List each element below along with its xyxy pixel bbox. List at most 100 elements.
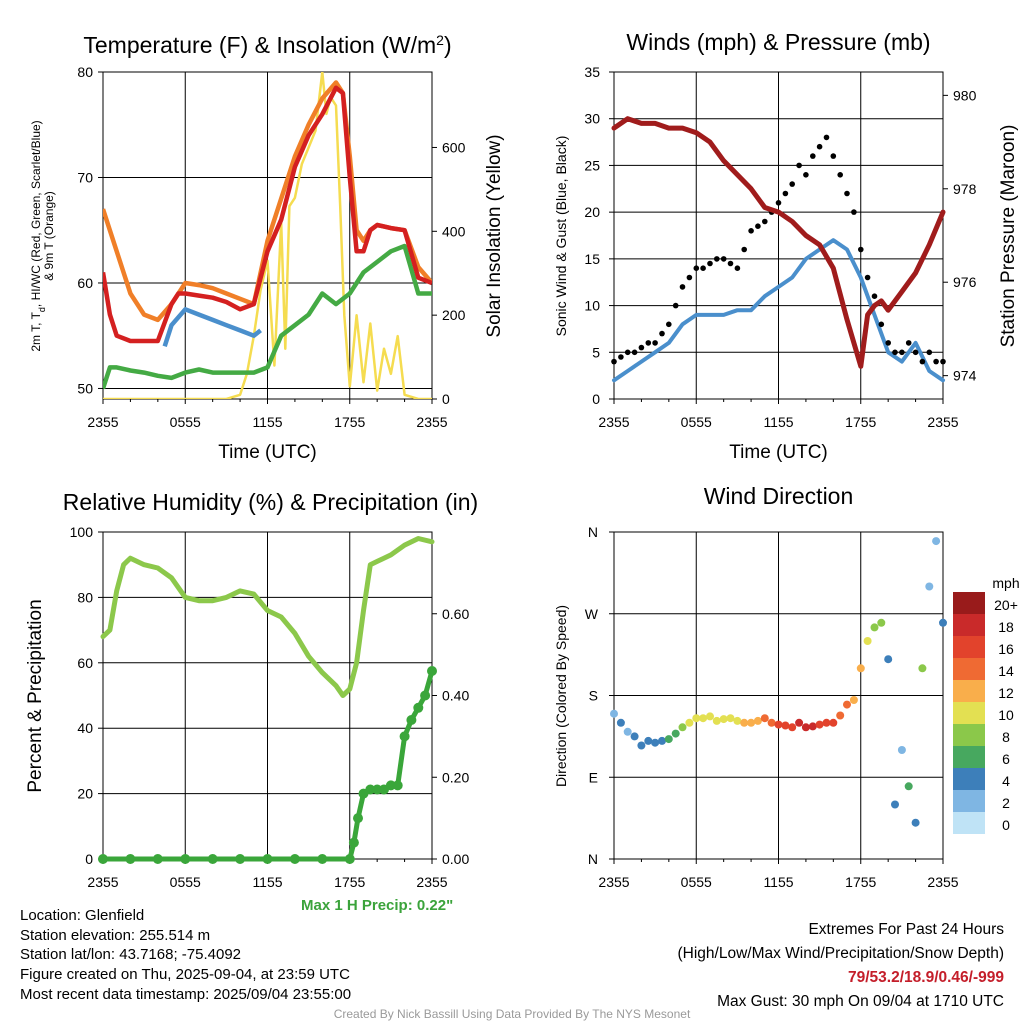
humidity-precip-point [413,702,424,713]
temperature-ylabel: 2m T, Td, HI/WC (Red, Green, Scarlet/Blu… [29,120,56,351]
direction-xtick-label: 1755 [845,874,876,890]
direction-point [767,718,776,727]
wind-gust-point [940,358,946,365]
temperature-series-t-scarlet/blue [162,307,262,347]
wind-gust-point [803,172,809,178]
direction-point [692,714,701,723]
wind-ylabel: Sonic Wind & Gust (Blue, Black) [553,136,569,337]
wind-gust-point [864,274,871,281]
wind-gust-point [686,274,693,281]
direction-points [610,537,947,827]
humidity-precip-point [353,813,363,824]
wind-gust-point [734,265,741,272]
wind-gust-point [727,260,734,267]
wind-gust-point [631,349,638,356]
humidity-ytick-label: 0 [85,851,93,867]
direction-colorbar-label: 4 [1002,773,1010,789]
humidity-series-rh [100,536,435,698]
wind-gust-point [789,181,795,187]
wind-gust-point [816,143,823,150]
humidity-precip-point [348,837,359,848]
temperature-ylabel2: Solar Insolation (Yellow) [484,134,505,337]
humidity-precip-point [180,854,191,864]
wind-gust-point [892,349,898,356]
temperature-ylabel-line1b: , HI/WC (Red, Green, Scarlet/Blue) [29,120,43,307]
location-text: Location: Glenfield [20,907,145,924]
temperature-ytick-label: 60 [77,275,93,291]
wind-gust-point [878,321,885,328]
humidity-precip-point [399,731,410,742]
direction-point [897,746,906,754]
wind-gust-point [912,349,919,356]
humidity-y2tick-label: 0.00 [442,851,469,867]
direction-point [630,732,639,741]
wind-gust-point [624,349,631,356]
humidity-ytick-label: 40 [77,720,93,736]
wind-xlabel: Time (UTC) [729,442,828,463]
direction-point [719,715,728,724]
direction-ytick-label: N [588,524,598,540]
wind-y2tick-label: 980 [953,87,977,103]
direction-colorbar-label: 2 [1002,795,1010,811]
humidity-precip-point [98,854,108,864]
direction-colorbar-label: 0 [1002,817,1010,833]
humidity-ylabel: Percent & Precipitation [25,599,46,792]
wind-gust-point [720,256,727,262]
direction-colorbar-label: 18 [998,619,1014,635]
wind-gust-point [741,246,747,253]
direction-point [760,714,769,723]
wind-y2tick-label: 978 [953,181,977,197]
elevation-text: Station elevation: 255.514 m [20,926,211,944]
direction-colorbar-swatch [953,746,985,768]
direction-colorbar-swatch [953,636,985,658]
wind-xtick-label: 2355 [927,414,958,430]
wind-ytick-label: 5 [592,344,600,360]
wind-gust-point [823,134,830,141]
direction-colorbar-swatch [953,614,985,636]
direction-point [932,537,941,546]
direction-point [644,736,653,745]
direction-point [829,718,838,727]
direction-point [849,696,858,704]
direction-point [815,720,824,729]
temperature-y2tick-label: 0 [442,391,450,407]
temperature-y2tick-label: 400 [442,223,466,239]
wind-gust-point [762,218,768,225]
wind-title: Winds (mph) & Pressure (mb) [626,29,930,55]
temperature-ylabel-line2: & 9m T (Orange) [42,191,56,281]
recent-text: Most recent data timestamp: 2025/09/04 2… [20,985,352,1003]
direction-point [726,714,735,723]
wind-gust-point [666,321,672,328]
temperature-xlabel: Time (UTC) [218,442,317,463]
wind-gust-point-group [611,134,946,365]
wind-gust-point [645,340,652,346]
created-text: Figure created on Thu, 2025-09-04, at 23… [20,966,350,984]
direction-point [918,664,927,673]
wind-gust-point [933,358,939,365]
temperature-y2tick-label: 600 [442,139,466,155]
temperature-ytick-label: 80 [77,64,93,80]
wind-gust-point [810,153,816,159]
direction-colorbar-label: 14 [998,663,1014,679]
direction-colorbar-swatch [953,790,985,812]
direction-point [747,718,756,727]
direction-point [877,618,886,627]
wind-gust-point [672,302,679,309]
humidity-precip-point [317,854,328,864]
humidity-precip-point [365,784,376,795]
wind-gust-point [693,265,700,272]
wind-gust-point [858,246,864,253]
humidity-precip-point [427,666,437,676]
wind-gust-point [700,265,706,272]
direction-point [623,727,632,736]
wind-gust-point [707,260,713,267]
extremes-values: 79/53.2/18.9/0.46/-999 [848,969,1004,986]
direction-point [911,818,920,827]
temperature-series [103,72,432,399]
latlon-text: Station lat/lon: 43.7168; -75.4092 [20,946,242,964]
extremes-block: Extremes For Past 24 Hours (High/Low/Max… [678,918,1005,1014]
wind-series-wind [612,238,945,383]
direction-point [699,714,708,723]
direction-xtick-label: 0555 [681,874,712,890]
direction-colorbar-swatch [953,812,985,834]
